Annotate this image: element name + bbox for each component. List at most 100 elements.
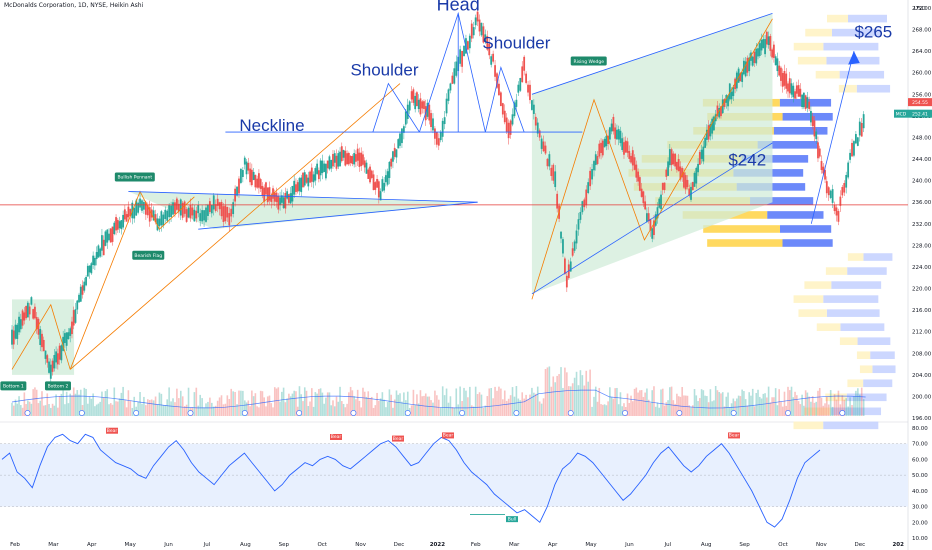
pattern-line-blue: [484, 65, 525, 133]
volume-bar: [232, 391, 234, 416]
volume-bar: [64, 404, 66, 416]
volume-bar: [421, 396, 424, 416]
candle-body: [628, 151, 631, 159]
candle-body: [176, 198, 178, 210]
volume-bar: [587, 381, 589, 416]
candle-body: [356, 148, 359, 161]
candle-body: [168, 205, 171, 218]
x-tick-label: Dec: [854, 542, 865, 548]
candle-body: [583, 199, 586, 208]
volume-bar: [438, 399, 440, 416]
volume-bar: [348, 392, 350, 416]
price-label: 252.41: [912, 112, 928, 118]
volume-bar: [690, 407, 692, 416]
candle-body: [342, 150, 345, 158]
volume-bar: [27, 400, 29, 416]
volume-bar: [51, 403, 54, 416]
candle-body: [111, 226, 114, 242]
candle-body: [815, 131, 818, 140]
volume-bar: [279, 401, 281, 416]
candle-body: [617, 129, 620, 140]
volume-bar: [390, 394, 392, 416]
candle-body: [778, 65, 781, 76]
candle-body: [638, 177, 641, 191]
volume-bar: [663, 405, 666, 416]
candle-body: [83, 281, 86, 291]
candle-body: [125, 214, 128, 222]
volume-bar: [321, 392, 324, 416]
volume-bar: [788, 390, 791, 416]
candle-body: [263, 187, 266, 202]
volume-bar: [681, 386, 683, 416]
volume-bar: [808, 396, 810, 416]
candle-body: [214, 204, 217, 211]
candle-body: [302, 172, 304, 188]
volume-profile-bar-yellow: [816, 323, 841, 331]
volume-bar: [376, 392, 378, 416]
volume-bar: [388, 389, 391, 416]
candle-body: [841, 187, 844, 196]
volume-bar: [295, 391, 297, 416]
volume-bar: [734, 401, 736, 416]
candle-body: [69, 328, 72, 336]
candle-body: [303, 172, 306, 186]
volume-bar: [619, 392, 622, 416]
volume-bar: [199, 394, 201, 416]
volume-bar: [581, 375, 584, 416]
volume-profile-bar-blue: [823, 421, 879, 430]
candle-body: [709, 123, 712, 137]
candle-body: [410, 91, 413, 100]
bearish-flag-tag-box: [132, 250, 165, 260]
candle-body: [507, 122, 510, 139]
candle-body: [668, 149, 671, 166]
volume-bar: [337, 401, 340, 416]
volume-bar: [118, 398, 121, 416]
candle-body: [544, 145, 547, 154]
candle-body: [505, 117, 508, 132]
candle-body: [236, 186, 238, 196]
volume-bar: [374, 405, 377, 416]
candle-body: [291, 185, 294, 202]
volume-bar: [585, 370, 588, 416]
candle-body: [337, 153, 340, 167]
volume-bar: [654, 406, 657, 416]
volume-bar: [228, 398, 231, 416]
candle-body: [605, 135, 608, 147]
chart-title: McDonalds Corporation, 1D, NYSE, Heikin …: [4, 2, 144, 9]
candle-body: [767, 36, 770, 46]
volume-bar: [14, 399, 17, 416]
x-tick-label: Apr: [548, 542, 558, 548]
volume-bar: [589, 369, 591, 416]
candle-body: [480, 22, 483, 36]
volume-bar: [270, 403, 273, 416]
volume-bar: [502, 399, 504, 416]
candle-body: [185, 209, 188, 222]
candle-body: [825, 181, 828, 194]
volume-bar: [623, 403, 625, 416]
volume-bar: [591, 406, 593, 416]
candle-body: [484, 34, 487, 41]
pattern-line-blue: [531, 142, 773, 295]
volume-bar: [651, 390, 653, 416]
candle-body: [296, 182, 299, 192]
volume-bar: [172, 398, 174, 416]
volume-bar: [97, 403, 100, 416]
volume-bar: [392, 407, 394, 416]
volume-bar: [318, 389, 320, 416]
volume-bar: [594, 386, 597, 416]
candle-body: [683, 172, 685, 188]
candle-body: [496, 73, 498, 88]
candle-body: [108, 233, 110, 241]
volume-profile-bar-yellow: [859, 365, 873, 374]
volume-bar: [432, 402, 434, 416]
volume-bar: [92, 393, 94, 416]
bottom-2-tag-box: [44, 381, 71, 391]
price-tick-label: 240.00: [912, 179, 932, 185]
candle-body: [646, 213, 648, 222]
candle-body: [794, 91, 796, 99]
candle-body: [428, 104, 431, 121]
candle-body: [374, 182, 377, 190]
candle-body: [23, 312, 26, 321]
volume-bar: [74, 393, 77, 416]
